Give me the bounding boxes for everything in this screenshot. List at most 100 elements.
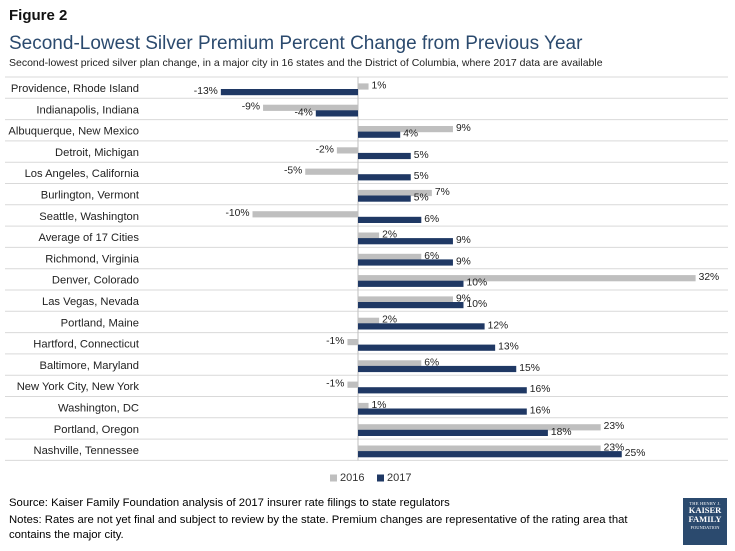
data-label-2016: 6%: [424, 357, 439, 368]
bar-2017: [358, 174, 411, 181]
category-label: Nashville, Tennessee: [33, 445, 139, 457]
bar-2017: [358, 259, 453, 266]
data-label-2017: 16%: [530, 384, 551, 395]
notes-text: Notes: Rates are not yet final and subje…: [9, 514, 628, 541]
category-label: Detroit, Michigan: [55, 147, 139, 159]
bar-2017: [358, 344, 496, 351]
data-label-2016: -1%: [326, 379, 344, 390]
bar-2017: [358, 387, 527, 394]
data-label-2017: 9%: [456, 256, 471, 267]
kff-logo: THE HENRY J. KAISER FAMILY FOUNDATION: [683, 498, 727, 545]
logo-line3: FAMILY: [688, 514, 722, 524]
figure-label: Figure 2: [9, 7, 68, 24]
legend-swatch-2017: [377, 474, 384, 482]
bar-2017: [358, 429, 548, 436]
bar-2016: [358, 253, 422, 260]
category-label: Indianapolis, Indiana: [36, 104, 139, 116]
bar-2017: [358, 152, 411, 160]
data-label-2016: 2%: [382, 315, 397, 326]
logo-line4: FOUNDATION: [690, 525, 720, 530]
logo-line2: KAISER: [688, 505, 722, 515]
data-label-2017: 5%: [414, 150, 429, 161]
data-label-2017: 13%: [498, 342, 519, 353]
bar-2017: [358, 280, 464, 287]
data-label-2016: 23%: [604, 421, 625, 432]
bar-2017: [315, 110, 358, 117]
category-label: Hartford, Connecticut: [33, 339, 140, 351]
bar-2017: [358, 238, 453, 245]
category-label: Seattle, Washington: [39, 211, 139, 223]
bar-2016: [358, 189, 432, 197]
bar-2016: [358, 360, 422, 367]
legend-swatch-2016: [330, 474, 337, 482]
category-label: Providence, Rhode Island: [11, 83, 139, 95]
bar-2016: [336, 147, 358, 154]
data-label-2016: -2%: [316, 144, 334, 155]
category-label: Average of 17 Cities: [38, 232, 139, 244]
bar-2017: [358, 451, 622, 458]
chart-subtitle: Second-lowest priced silver plan change,…: [9, 57, 603, 69]
chart-title: Second-Lowest Silver Premium Percent Cha…: [9, 33, 583, 54]
category-label: Las Vegas, Nevada: [42, 296, 140, 308]
category-label: Baltimore, Maryland: [40, 360, 139, 372]
data-label-2017: 6%: [424, 214, 439, 225]
bar-2016: [358, 424, 601, 431]
bar-2016: [358, 296, 453, 303]
bar-2016: [263, 104, 358, 111]
data-label-2017: 15%: [519, 363, 540, 374]
legend-label-2016: 2016: [340, 472, 364, 484]
category-label: Albuquerque, New Mexico: [8, 126, 139, 138]
data-label-2017: 5%: [414, 193, 429, 204]
data-label-2016: 9%: [456, 123, 471, 134]
data-label-2017: -13%: [194, 86, 218, 97]
data-label-2017: 5%: [414, 171, 429, 182]
bar-2016: [358, 126, 453, 133]
bar-2016: [358, 275, 696, 282]
bar-2017: [358, 195, 411, 202]
data-label-2016: 7%: [435, 187, 450, 198]
bar-2017: [358, 323, 485, 330]
data-label-2016: 9%: [456, 293, 471, 304]
data-label-2016: -5%: [284, 166, 302, 177]
logo-line1: THE HENRY J.: [689, 501, 721, 506]
category-label: Burlington, Vermont: [41, 190, 140, 202]
data-label-2017: 25%: [625, 448, 646, 459]
data-label-2016: 2%: [382, 230, 397, 241]
bar-2017: [358, 131, 401, 138]
bar-2017: [358, 216, 422, 223]
data-label-2016: -10%: [225, 208, 249, 219]
category-label: Portland, Oregon: [54, 424, 139, 436]
bar-2016: [305, 168, 358, 175]
bar-2016: [358, 232, 380, 239]
data-label-2016: 1%: [372, 400, 387, 411]
category-label: Washington, DC: [58, 403, 139, 415]
data-label-2017: 10%: [467, 299, 488, 310]
legend-label-2017: 2017: [387, 472, 411, 484]
bar-2016: [358, 317, 380, 324]
data-label-2017: 4%: [403, 129, 418, 140]
bar-2017: [358, 365, 517, 373]
bar-2016: [252, 211, 358, 218]
data-label-2017: -4%: [294, 107, 312, 118]
data-label-2017: 16%: [530, 406, 551, 417]
data-label-2017: 9%: [456, 235, 471, 246]
category-label: Los Angeles, California: [25, 168, 140, 180]
category-label: Denver, Colorado: [52, 275, 139, 287]
data-label-2016: -9%: [242, 102, 260, 113]
bar-2017: [358, 302, 464, 309]
data-label-2017: 12%: [488, 320, 509, 331]
data-label-2017: 10%: [467, 278, 488, 289]
data-label-2016: -1%: [326, 336, 344, 347]
bar-2017: [220, 89, 358, 96]
bar-2016: [358, 83, 369, 90]
data-label-2016: 23%: [604, 443, 625, 454]
bar-2016: [358, 402, 369, 410]
category-label: Portland, Maine: [61, 317, 139, 329]
bar-2016: [347, 339, 358, 346]
category-label: Richmond, Virginia: [45, 253, 139, 265]
data-label-2017: 18%: [551, 427, 572, 438]
bar-2016: [358, 445, 601, 452]
bar-2017: [358, 408, 527, 415]
source-note: Source: Kaiser Family Foundation analysi…: [9, 497, 450, 509]
